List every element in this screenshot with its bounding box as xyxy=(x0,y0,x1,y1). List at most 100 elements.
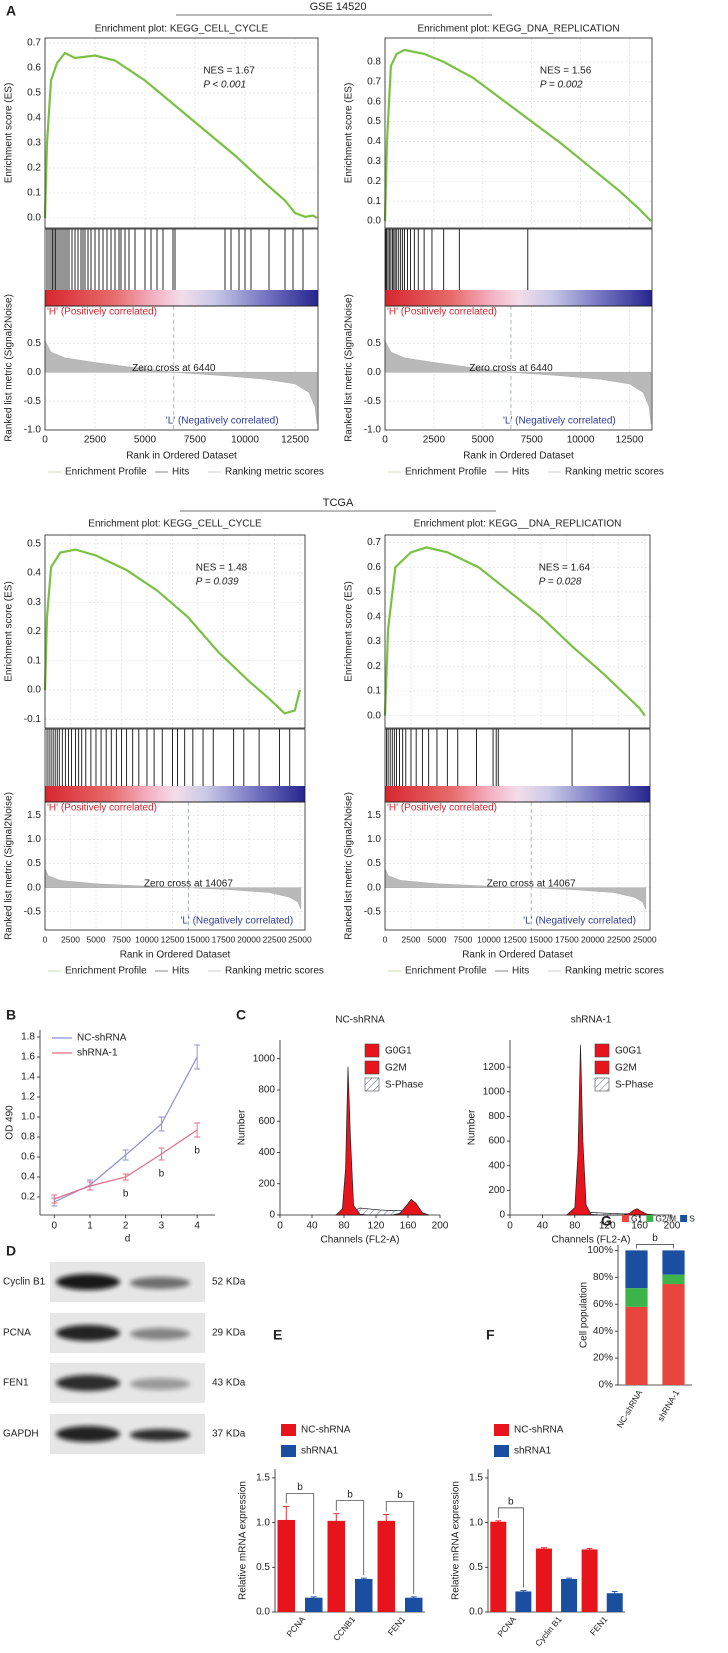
legend-label: NC-shRNA xyxy=(514,1425,564,1436)
chart-title: shRNA-1 xyxy=(571,1015,612,1026)
y-tick-label: 0.8 xyxy=(367,57,381,68)
y-tick-label: 1.4 xyxy=(21,1072,35,1083)
metric-axis-label: Ranked list metric (Signal2Noise) xyxy=(4,294,15,442)
protein-label: Cyclin B1 xyxy=(3,1277,46,1288)
legend-label: G2/M xyxy=(655,1213,676,1223)
y-tick-label: 100% xyxy=(587,1245,613,1256)
x-tick-label: FEN1 xyxy=(386,1614,408,1637)
legend-label: G1 xyxy=(631,1213,643,1223)
y-tick-label: 0 xyxy=(499,1210,505,1221)
x-tick-label: 25000 xyxy=(288,934,312,944)
blot-band xyxy=(130,1429,190,1441)
legend-label: Hits xyxy=(172,966,189,977)
x-tick-label: 120 xyxy=(599,1221,616,1232)
metric-tick-label: 1.0 xyxy=(367,834,381,845)
y-tick-label: 0.7 xyxy=(367,537,381,548)
x-tick-label: 0 xyxy=(383,934,388,944)
metric-tick-label: -0.5 xyxy=(364,906,382,917)
legend-swatch xyxy=(680,1215,688,1222)
legend-label: S-Phase xyxy=(385,1080,424,1091)
y-tick-label: 0 xyxy=(269,1210,275,1221)
bar xyxy=(405,1597,423,1612)
y-tick-label: 0.0 xyxy=(367,216,381,227)
positive-label: 'H' (Positively correlated) xyxy=(47,803,157,814)
x-tick-label: 12500 xyxy=(161,934,185,944)
group-title: GSE 14520 xyxy=(310,1,367,13)
y-axis-label: Cell population xyxy=(579,1282,590,1348)
zero-cross-label: Zero cross at 14067 xyxy=(144,878,233,889)
bar-segment xyxy=(662,1274,685,1285)
size-label: 43 KDa xyxy=(212,1378,246,1389)
legend-swatch xyxy=(281,1445,296,1457)
x-axis-label: Rank in Ordered Dataset xyxy=(126,451,237,462)
annotation: b xyxy=(652,1233,658,1244)
bar-segment xyxy=(662,1250,685,1275)
metric-axis-label: Ranked list metric (Signal2Noise) xyxy=(344,792,355,940)
y-tick-label: 0.6 xyxy=(21,1152,35,1163)
bar xyxy=(490,1521,507,1612)
x-tick-label: 2500 xyxy=(84,435,107,446)
metric-tick-label: 0.0 xyxy=(27,882,41,893)
y-tick-label: 0.2 xyxy=(367,661,381,672)
ranked-metric xyxy=(384,868,647,910)
x-tick-label: 0 xyxy=(507,1221,513,1232)
x-tick-label: 0 xyxy=(42,435,48,446)
x-axis-label: Rank in Ordered Dataset xyxy=(463,451,574,462)
heatmap-bar xyxy=(385,290,652,306)
x-tick-label: 10000 xyxy=(567,435,595,446)
error-bar xyxy=(495,1520,502,1523)
x-tick-label: 15000 xyxy=(186,934,210,944)
positive-label: 'H' (Positively correlated) xyxy=(47,307,157,318)
legend-label: Hits xyxy=(512,966,529,977)
legend-label: Hits xyxy=(512,467,529,478)
nes-label: NES = 1.64 xyxy=(539,563,591,574)
y-tick-label: 0.0 xyxy=(27,213,41,224)
error-bar xyxy=(194,1122,201,1138)
y-tick-label: 0.5 xyxy=(367,587,381,598)
metric-tick-label: -1.0 xyxy=(24,425,42,436)
panel-label: G xyxy=(601,1213,612,1229)
y-tick-label: 0.5 xyxy=(469,1562,483,1573)
y-tick-label: 60% xyxy=(593,1299,613,1310)
x-tick-label: 2 xyxy=(123,1221,129,1232)
annotation: b xyxy=(194,1146,200,1157)
bar-segment xyxy=(625,1306,648,1385)
x-tick-label: 10000 xyxy=(135,934,159,944)
metric-axis-label: Ranked list metric (Signal2Noise) xyxy=(4,792,15,940)
x-tick-label: 7500 xyxy=(453,934,472,944)
x-tick-label: PCNA xyxy=(284,1614,307,1639)
legend-label: G0G1 xyxy=(615,1046,642,1057)
x-tick-label: 10000 xyxy=(231,435,259,446)
x-tick-label: 17500 xyxy=(212,934,236,944)
error-bar xyxy=(410,1596,417,1599)
frame xyxy=(44,305,319,431)
y-axis-label: Enrichment score (ES) xyxy=(4,83,15,184)
positive-label: 'H' (Positively correlated) xyxy=(387,307,497,318)
legend-label: shRNA-1 xyxy=(77,1048,118,1059)
x-tick-label: NC-shRNA xyxy=(615,1388,645,1430)
x-tick-label: 12500 xyxy=(503,934,527,944)
x-tick-label: 7500 xyxy=(112,934,131,944)
legend-label: G2M xyxy=(385,1063,407,1074)
y-tick-label: 1000 xyxy=(483,1086,506,1097)
heatmap-bar xyxy=(45,290,318,306)
legend-label: Enrichment Profile xyxy=(65,966,147,977)
error-bar xyxy=(540,1547,547,1550)
blot-band xyxy=(130,1328,190,1340)
x-tick-label: 1 xyxy=(87,1221,93,1232)
protein-label: PCNA xyxy=(3,1328,31,1339)
y-tick-label: 1.5 xyxy=(469,1473,483,1484)
metric-tick-label: 0.0 xyxy=(367,882,381,893)
bar xyxy=(535,1548,552,1612)
y-tick-label: 0.8 xyxy=(21,1132,35,1143)
group-title: TCGA xyxy=(323,497,354,509)
legend-label: NC-shRNA xyxy=(301,1425,351,1436)
chart-title: Enrichment plot: KEGG_CELL_CYCLE xyxy=(95,24,269,35)
y-tick-label: 0.2 xyxy=(21,1192,35,1203)
y-tick-label: 0.2 xyxy=(367,176,381,187)
frame xyxy=(44,801,306,931)
negative-label: 'L' (Negatively correlated) xyxy=(503,416,616,427)
legend-swatch xyxy=(646,1215,654,1222)
panel-label: C xyxy=(236,1007,246,1023)
bar xyxy=(581,1549,598,1612)
